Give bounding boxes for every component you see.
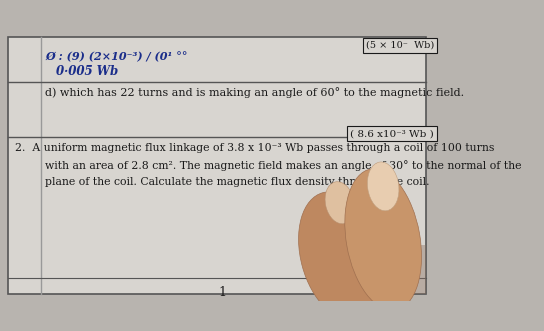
Ellipse shape (299, 192, 381, 320)
Ellipse shape (325, 182, 355, 224)
Text: d) which has 22 turns and is making an angle of 60° to the magnetic field.: d) which has 22 turns and is making an a… (45, 87, 464, 98)
Ellipse shape (367, 162, 399, 211)
Text: plane of the coil. Calculate the magnetic flux density through the coil.: plane of the coil. Calculate the magneti… (45, 177, 430, 187)
Text: 2.  A uniform magnetic flux linkage of 3.8 x 10⁻³ Wb passes through a coil of 10: 2. A uniform magnetic flux linkage of 3.… (15, 143, 494, 153)
Text: ( 8.6 x10⁻³ Wb ): ( 8.6 x10⁻³ Wb ) (350, 129, 434, 138)
Text: Ø : (9) (2×10⁻³) / (0¹ °°: Ø : (9) (2×10⁻³) / (0¹ °° (45, 51, 188, 62)
Text: 0·005 Wb: 0·005 Wb (55, 65, 118, 78)
Ellipse shape (345, 169, 422, 310)
Text: 1: 1 (219, 286, 227, 299)
Text: with an area of 2.8 cm². The magnetic field makes an angle of 30° to the normal : with an area of 2.8 cm². The magnetic fi… (45, 160, 522, 171)
Bar (319, 245, 426, 295)
Text: (5 × 10⁻  Wb): (5 × 10⁻ Wb) (366, 41, 434, 50)
